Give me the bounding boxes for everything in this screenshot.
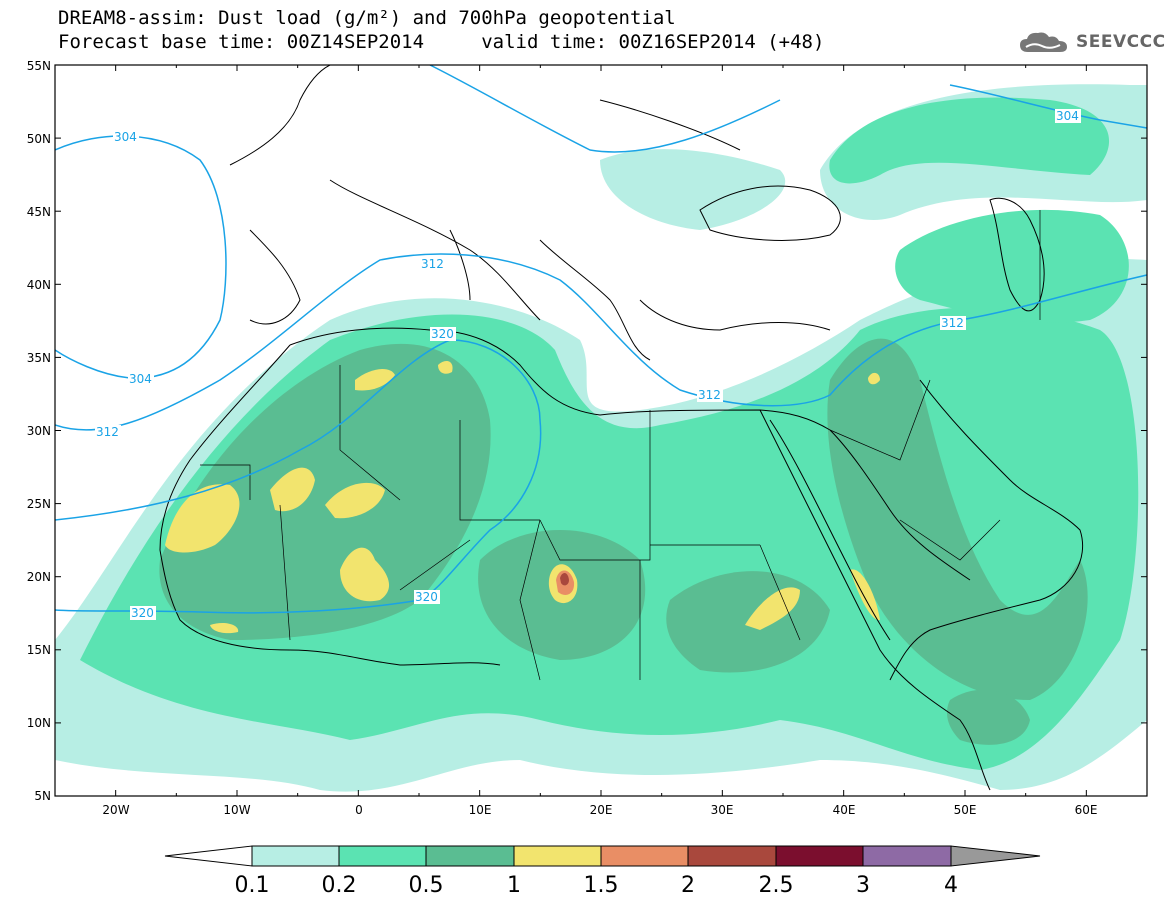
colorbar-label: 2.5 [759, 873, 794, 898]
lat-label: 15N [27, 643, 51, 657]
contour-label: 320 [131, 606, 154, 620]
dust-area-high [325, 482, 385, 519]
colorbar-swatch [252, 846, 339, 866]
border-lines [200, 210, 1041, 681]
colorbar-over-arrow [950, 845, 1041, 867]
dust-area-light [600, 149, 786, 230]
colorbar-label: 0.5 [409, 873, 444, 898]
dust-area-high [165, 484, 240, 553]
axis-ticks [54, 64, 1148, 797]
colorbar-under-arrow [164, 845, 253, 867]
lat-axis-labels: 55N 50N 45N 40N 35N 30N 25N 20N 15N 10N … [27, 59, 51, 803]
colorbar-label: 0.2 [322, 873, 357, 898]
contour-label: 312 [698, 388, 721, 402]
coastline-africa [159, 327, 991, 791]
lon-label: 40E [833, 803, 856, 817]
lat-label: 20N [27, 570, 51, 584]
colorbar-swatch [688, 846, 776, 866]
coastline-europe [229, 65, 831, 361]
dust-area-high [210, 622, 239, 634]
cloud-icon [1020, 32, 1067, 52]
contour-label: 312 [421, 257, 444, 271]
dust-area-high [340, 547, 390, 602]
dust-area-high [270, 467, 315, 512]
lat-label: 5N [34, 789, 51, 803]
lat-label: 55N [27, 59, 51, 73]
map-frame-group [54, 64, 1148, 797]
colorbar-label: 1.5 [584, 873, 619, 898]
forecast-times: Forecast base time: 00Z14SEP2014 valid t… [58, 31, 825, 53]
lat-label: 45N [27, 205, 51, 219]
colorbar-swatch [863, 846, 951, 866]
logo-text: SEEVCCC [1076, 32, 1165, 52]
dust-area-high [355, 368, 395, 391]
dust-area-heavy [827, 338, 1088, 700]
lat-label: 30N [27, 424, 51, 438]
contour-label: 312 [96, 425, 119, 439]
colorbar-swatch [601, 846, 688, 866]
contour-labels: 304 304 304 312 312 312 312 320 320 320 [95, 109, 1081, 620]
contour-320 [55, 339, 542, 614]
dust-area-high [745, 587, 800, 630]
coastline-arabia [889, 379, 1084, 681]
colorbar-label: 4 [944, 873, 958, 898]
colorbar-swatch [514, 846, 601, 866]
contour-label: 304 [129, 372, 152, 386]
colorbar: 0.1 0.2 0.5 1 1.5 2 2.5 3 4 [164, 845, 1041, 898]
dust-area-high [850, 569, 880, 621]
colorbar-swatch [776, 846, 863, 866]
dust-area-high [868, 372, 880, 385]
contour-312-north [429, 65, 781, 153]
lat-label: 10N [27, 716, 51, 730]
lon-label: 50E [954, 803, 977, 817]
contour-label: 304 [114, 130, 137, 144]
colorbar-swatch [426, 846, 514, 866]
contour-304-west [55, 135, 227, 379]
colorbar-label: 0.1 [235, 873, 270, 898]
dust-area-heavy [159, 343, 491, 640]
colorbar-swatch [339, 846, 426, 866]
lat-label: 35N [27, 351, 51, 365]
lat-label: 40N [27, 278, 51, 292]
dust-area-moderate [829, 97, 1110, 184]
contour-304-ne [949, 84, 1147, 129]
lon-axis-labels: 20W 10W 0 10E 20E 30E 40E 50E 60E [102, 803, 1097, 817]
lon-label: 10W [223, 803, 250, 817]
lat-label: 50N [27, 132, 51, 146]
colorbar-label: 3 [856, 873, 870, 898]
lon-label: 30E [711, 803, 734, 817]
contour-label: 304 [1056, 109, 1079, 123]
lat-label: 25N [27, 497, 51, 511]
lon-label: 60E [1075, 803, 1098, 817]
dust-area-extreme [560, 572, 569, 586]
map-title: DREAM8-assim: Dust load (g/m²) and 700hP… [58, 7, 676, 29]
contour-label: 320 [415, 590, 438, 604]
lon-label: 20E [590, 803, 613, 817]
dust-area-high [438, 360, 453, 374]
coastlines [159, 65, 1084, 791]
colorbar-label: 2 [681, 873, 695, 898]
coastline-black-sea [699, 185, 841, 241]
lon-label: 20W [102, 803, 129, 817]
colorbar-label: 1 [507, 873, 521, 898]
seevccc-logo: SEEVCCC [1018, 29, 1165, 55]
contour-label: 312 [941, 316, 964, 330]
dust-fields [55, 84, 1147, 792]
contour-label: 320 [431, 327, 454, 341]
dust-area-heavy [947, 689, 1030, 745]
lon-label: 0 [355, 803, 363, 817]
lon-label: 10E [469, 803, 492, 817]
coastline-red-sea [769, 419, 971, 641]
